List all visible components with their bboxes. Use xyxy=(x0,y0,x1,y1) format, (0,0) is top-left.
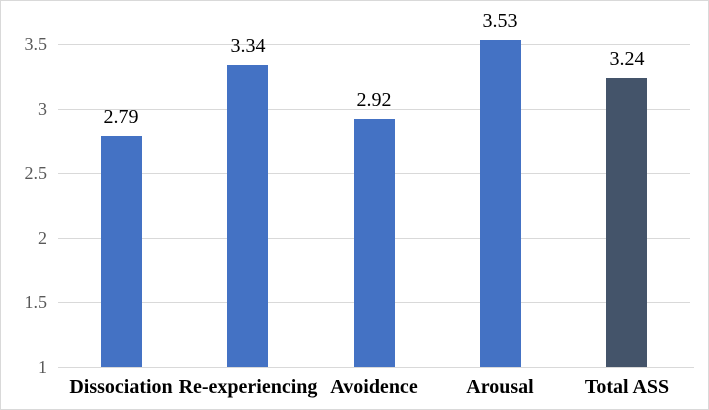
bar-value-label: 3.53 xyxy=(482,10,518,32)
bar-dissociation xyxy=(101,136,142,367)
y-axis-tick-label: 2 xyxy=(38,228,47,248)
y-axis-tick-label: 1 xyxy=(38,357,47,377)
bar-value-label: 2.79 xyxy=(103,106,139,128)
gridline xyxy=(58,44,690,45)
bar-avoidence xyxy=(354,119,395,367)
bar-arousal xyxy=(480,40,521,367)
bar-value-label: 2.92 xyxy=(356,89,392,111)
y-axis-tick-label: 3 xyxy=(38,99,47,119)
bar-re-experiencing xyxy=(227,65,268,367)
gridline xyxy=(58,109,690,110)
x-axis-category-label: Arousal xyxy=(466,376,534,398)
x-axis-line xyxy=(58,367,694,368)
y-axis-tick-label: 1.5 xyxy=(24,292,48,312)
x-axis-category-label: Total ASS xyxy=(584,376,670,398)
bar-value-label: 3.34 xyxy=(230,35,266,57)
bar-total-ass xyxy=(606,78,647,367)
x-axis-category-label: Re-experiencing xyxy=(178,376,318,398)
y-axis-tick-label: 2.5 xyxy=(24,163,48,183)
y-axis-tick-label: 3.5 xyxy=(24,34,48,54)
bar-value-label: 3.24 xyxy=(609,48,645,70)
x-axis-category-label: Avoidence xyxy=(330,376,418,398)
x-axis-category-label: Dissociation xyxy=(69,376,173,398)
